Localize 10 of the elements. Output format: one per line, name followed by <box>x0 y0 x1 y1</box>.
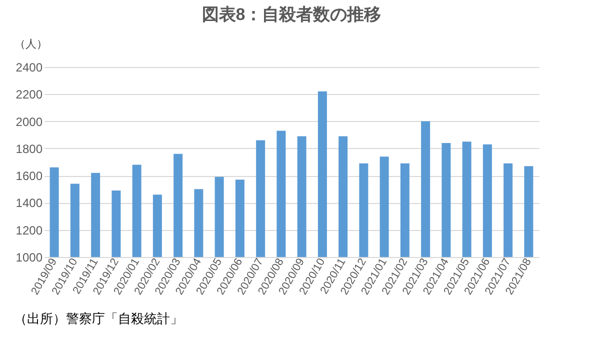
y-tick-label: 1600 <box>16 169 43 184</box>
y-axis-title: （人） <box>14 38 48 50</box>
y-tick-label: 2400 <box>16 60 43 74</box>
y-tick-label: 1200 <box>16 223 43 238</box>
y-tick-label: 2200 <box>16 88 43 102</box>
y-tick-label: 1800 <box>16 142 43 156</box>
y-tick-label: 2000 <box>16 114 43 129</box>
chart-title: 図表8：自殺者数の推移 <box>202 5 382 24</box>
y-tick-label: 1400 <box>16 196 43 210</box>
text: （出所）警察庁「自殺統計」 <box>14 311 183 326</box>
